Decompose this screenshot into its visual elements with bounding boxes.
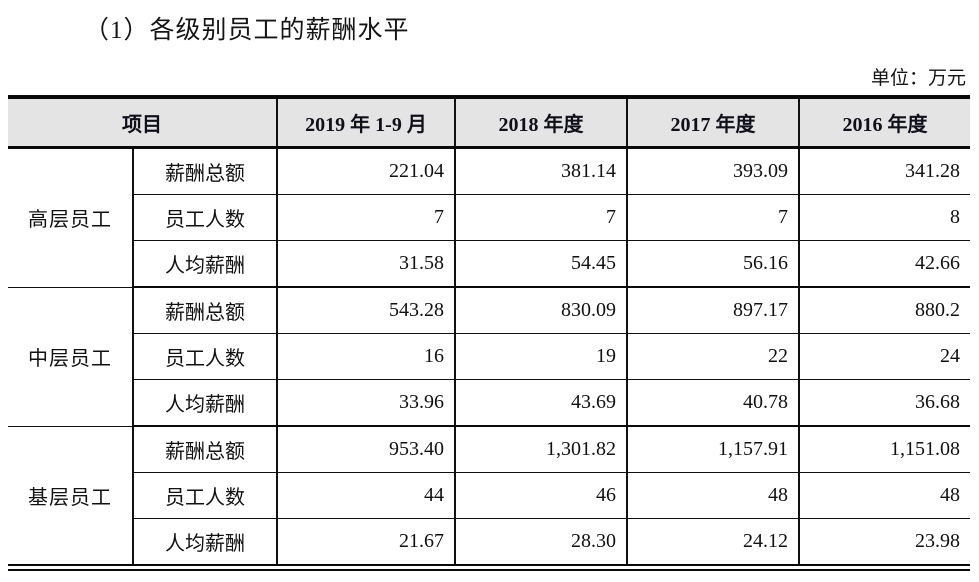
table-row: 员工人数 16 19 22 24 bbox=[8, 333, 970, 380]
table-row: 人均薪酬 33.96 43.69 40.78 36.68 bbox=[8, 379, 970, 427]
table-row: 人均薪酬 21.67 28.30 24.12 23.98 bbox=[8, 518, 970, 568]
col-header-2018: 2018 年度 bbox=[454, 97, 627, 149]
value-cell: 1,301.82 bbox=[454, 426, 627, 473]
value-cell: 7 bbox=[454, 194, 627, 241]
metric-cell: 员工人数 bbox=[132, 333, 277, 380]
col-header-2019: 2019 年 1-9 月 bbox=[276, 97, 455, 149]
salary-table: 项目 2019 年 1-9 月 2018 年度 2017 年度 2016 年度 … bbox=[8, 95, 970, 571]
value-cell: 44 bbox=[276, 472, 455, 519]
value-cell: 19 bbox=[454, 333, 627, 380]
value-cell: 33.96 bbox=[276, 379, 455, 427]
value-cell: 393.09 bbox=[626, 147, 799, 195]
group-name-cell: 高层员工 bbox=[8, 147, 133, 288]
col-header-2017: 2017 年度 bbox=[626, 97, 799, 149]
value-cell: 31.58 bbox=[276, 240, 455, 288]
table-row: 员工人数 7 7 7 8 bbox=[8, 194, 970, 241]
table-row: 基层员工 薪酬总额 953.40 1,301.82 1,157.91 1,151… bbox=[8, 426, 970, 568]
value-cell: 7 bbox=[276, 194, 455, 241]
value-cell: 1,157.91 bbox=[626, 426, 799, 473]
value-cell: 43.69 bbox=[454, 379, 627, 427]
value-cell: 381.14 bbox=[454, 147, 627, 195]
value-cell: 1,151.08 bbox=[798, 426, 970, 473]
value-cell: 22 bbox=[626, 333, 799, 380]
metric-cell: 人均薪酬 bbox=[132, 240, 277, 288]
metric-cell: 薪酬总额 bbox=[132, 287, 277, 334]
value-cell: 24 bbox=[798, 333, 970, 380]
value-cell: 7 bbox=[626, 194, 799, 241]
table-row: 中层员工 薪酬总额 543.28 830.09 897.17 880.2 bbox=[8, 287, 970, 427]
value-cell: 36.68 bbox=[798, 379, 970, 427]
table-row: 高层员工 薪酬总额 221.04 381.14 393.09 341.28 bbox=[8, 147, 970, 288]
group-name-cell: 中层员工 bbox=[8, 287, 133, 427]
col-header-item: 项目 bbox=[8, 97, 277, 149]
value-cell: 46 bbox=[454, 472, 627, 519]
value-cell: 48 bbox=[626, 472, 799, 519]
value-cell: 897.17 bbox=[626, 287, 799, 334]
value-cell: 54.45 bbox=[454, 240, 627, 288]
unit-note: 单位：万元 bbox=[870, 68, 966, 89]
value-cell: 8 bbox=[798, 194, 970, 241]
metric-cell: 员工人数 bbox=[132, 472, 277, 519]
value-cell: 42.66 bbox=[798, 240, 970, 288]
col-header-2016: 2016 年度 bbox=[798, 97, 970, 149]
section-title: （1）各级别员工的薪酬水平 bbox=[84, 17, 410, 44]
metric-cell: 人均薪酬 bbox=[132, 518, 277, 568]
table-header-row: 项目 2019 年 1-9 月 2018 年度 2017 年度 2016 年度 bbox=[8, 97, 970, 149]
table-row: 人均薪酬 31.58 54.45 56.16 42.66 bbox=[8, 240, 970, 288]
metric-cell: 员工人数 bbox=[132, 194, 277, 241]
value-cell: 23.98 bbox=[798, 518, 970, 568]
value-cell: 16 bbox=[276, 333, 455, 380]
value-cell: 21.67 bbox=[276, 518, 455, 568]
value-cell: 830.09 bbox=[454, 287, 627, 334]
group-name-cell: 基层员工 bbox=[8, 426, 133, 568]
value-cell: 341.28 bbox=[798, 147, 970, 195]
value-cell: 543.28 bbox=[276, 287, 455, 334]
metric-cell: 人均薪酬 bbox=[132, 379, 277, 427]
value-cell: 24.12 bbox=[626, 518, 799, 568]
value-cell: 880.2 bbox=[798, 287, 970, 334]
metric-cell: 薪酬总额 bbox=[132, 147, 277, 195]
value-cell: 48 bbox=[798, 472, 970, 519]
table-row: 员工人数 44 46 48 48 bbox=[8, 472, 970, 519]
value-cell: 40.78 bbox=[626, 379, 799, 427]
value-cell: 221.04 bbox=[276, 147, 455, 195]
value-cell: 56.16 bbox=[626, 240, 799, 288]
value-cell: 28.30 bbox=[454, 518, 627, 568]
value-cell: 953.40 bbox=[276, 426, 455, 473]
metric-cell: 薪酬总额 bbox=[132, 426, 277, 473]
